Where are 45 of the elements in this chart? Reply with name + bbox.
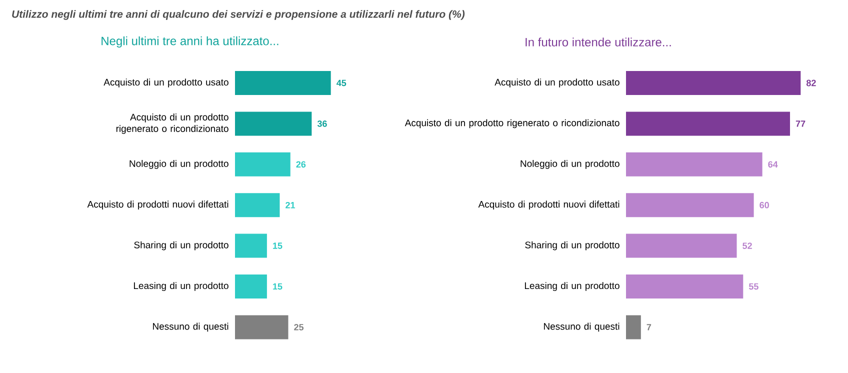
bar: [235, 112, 312, 136]
bar: [626, 193, 754, 218]
y-tick-label: Acquisto di prodotti nuovi difettati: [478, 200, 620, 210]
data-label: 36: [317, 120, 327, 127]
data-label: 15: [273, 283, 282, 290]
data-label: 15: [273, 242, 282, 249]
y-tick-label: Leasing di un prodotto: [134, 282, 228, 291]
y-tick-label: Acquisto di prodotti nuovi difettati: [87, 200, 228, 210]
bar: [235, 71, 331, 95]
bar: [626, 71, 801, 95]
bar: [626, 152, 762, 176]
bar: [235, 152, 290, 176]
y-tick-label: Acquisto di un prodotto rigenerato o ricondizionato: [404, 119, 620, 128]
y-tick-label: Nessuno di questi: [153, 322, 228, 332]
data-label: 25: [294, 324, 304, 330]
data-label: 7: [646, 324, 652, 330]
chart-title: Utilizzo negli ultimi tre anni di qualcuno dei servizi e propensione a utilizzarli nel futuro (%): [12, 10, 465, 20]
bar: [235, 193, 280, 218]
bar: [626, 234, 737, 258]
data-label: 60: [760, 202, 769, 208]
data-label: 55: [748, 283, 758, 290]
data-label: 82: [806, 80, 816, 86]
data-label: 64: [768, 161, 778, 168]
data-label: 21: [286, 202, 296, 208]
bar: [626, 315, 641, 340]
data-label: 77: [796, 120, 806, 127]
bar: [626, 274, 744, 299]
y-tick-label: Acquisto di un prodotto usato: [104, 78, 228, 88]
chart-subtitle: Negli ultimi tre anni ha utilizzato...: [102, 36, 278, 48]
y-tick-label: Noleggio di un prodotto: [520, 160, 620, 169]
y-tick-label: Acquisto di un prodotto rigenerato o ricondizionato: [116, 114, 228, 134]
bar: [626, 112, 790, 136]
data-label: 26: [296, 161, 306, 168]
data-label: 52: [742, 242, 752, 249]
bar: [235, 234, 267, 258]
y-tick-label: Nessuno di questi: [544, 322, 620, 332]
bar: [235, 274, 267, 299]
y-tick-label: Acquisto di un prodotto usato: [494, 78, 620, 88]
y-tick-label: Sharing di un prodotto: [525, 241, 620, 250]
y-tick-label: Sharing di un prodotto: [134, 241, 228, 250]
y-tick-label: Leasing di un prodotto: [524, 282, 620, 291]
bar: [235, 315, 288, 340]
chart-title: In futuro intende utilizzare...: [526, 38, 671, 46]
data-label: 45: [336, 80, 346, 86]
y-tick-label: Noleggio di un prodotto: [130, 160, 228, 169]
